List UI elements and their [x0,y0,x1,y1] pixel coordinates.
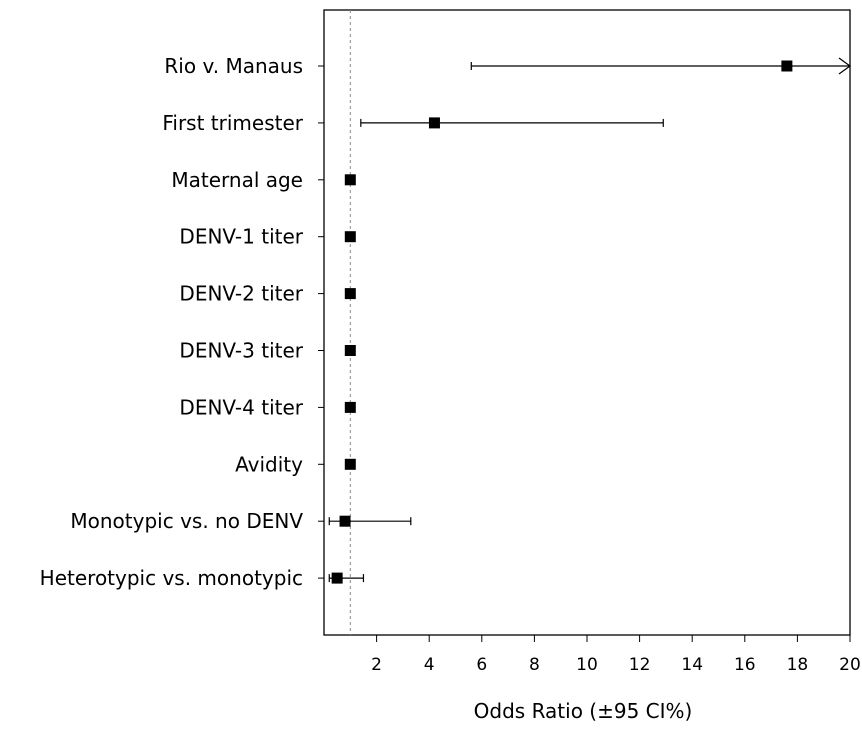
x-tick-label: 20 [839,655,861,675]
x-tick-label: 8 [529,655,540,675]
estimate-marker [331,572,343,584]
x-tick-label: 2 [371,655,382,675]
ci-arrow [838,57,852,75]
row-label: DENV-1 titer [179,225,303,249]
forest-row: DENV-4 titer [179,395,356,419]
estimate-marker [344,288,356,300]
forest-row: Rio v. Manaus [164,54,852,78]
forest-row: Heterotypic vs. monotypic [40,566,365,590]
x-tick-label: 14 [681,655,703,675]
row-label: DENV-3 titer [179,339,303,363]
forest-row: Monotypic vs. no DENV [70,509,412,533]
x-tick-label: 10 [576,655,598,675]
row-label: Avidity [235,452,303,476]
estimate-marker [344,231,356,243]
x-axis-title: Odds Ratio (±95 CI%) [474,699,693,723]
estimate-marker [428,117,440,129]
estimate-marker [344,401,356,413]
estimate-marker [344,345,356,356]
forest-row: Avidity [235,452,356,476]
row-label: Heterotypic vs. monotypic [40,566,303,590]
row-label: DENV-2 titer [179,282,303,306]
row-label: Rio v. Manaus [164,54,303,78]
estimate-marker [344,458,356,470]
estimate-marker [339,515,351,527]
x-tick-label: 16 [734,655,756,675]
row-label: DENV-4 titer [179,395,303,419]
estimate-marker [344,174,356,186]
row-label: Monotypic vs. no DENV [70,509,303,533]
x-tick-label: 6 [476,655,487,675]
x-tick-label: 12 [629,655,651,675]
row-label: First trimester [162,111,303,135]
forest-row: DENV-1 titer [179,225,356,249]
x-tick-label: 18 [787,655,809,675]
estimate-marker [781,60,793,72]
forest-row: DENV-3 titer [179,339,356,363]
plot-frame [323,9,851,636]
row-label: Maternal age [171,168,303,192]
x-tick-label: 4 [424,655,435,675]
forest-row: DENV-2 titer [179,282,356,306]
forest-row: Maternal age [171,168,356,192]
forest-row: First trimester [162,111,664,135]
